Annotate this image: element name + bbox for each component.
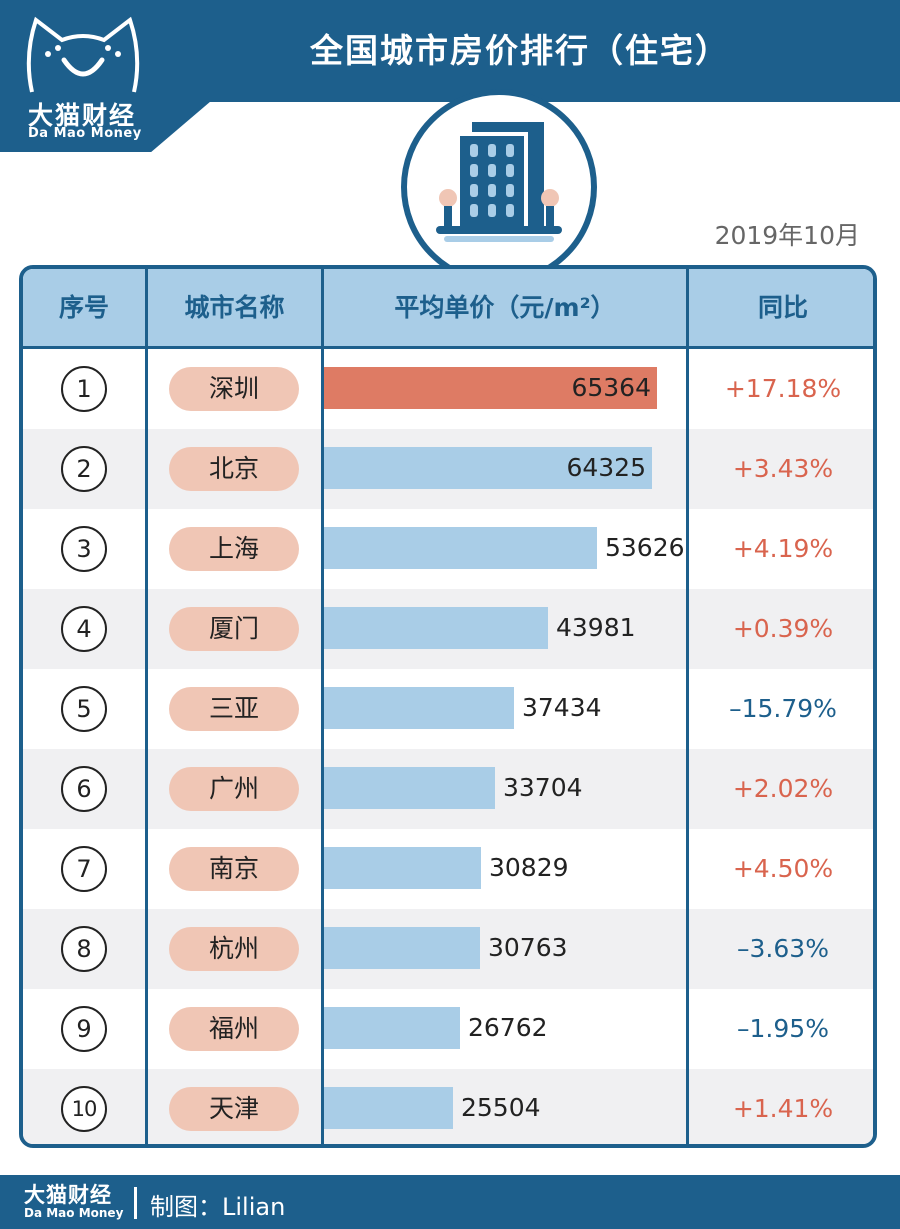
footer-divider	[134, 1187, 137, 1219]
yoy-change: +3.43%	[732, 454, 834, 483]
column-header-city: 城市名称	[184, 293, 285, 322]
rank-badge: 1	[61, 366, 107, 412]
price-bar	[323, 1087, 453, 1129]
yoy-change: +4.50%	[732, 854, 834, 883]
rank-badge: 10	[61, 1086, 107, 1132]
logo-name-cn: 大猫财经	[28, 101, 137, 130]
price-value-label: 43981	[556, 613, 636, 642]
city-label: 广州	[169, 767, 299, 811]
price-value-label: 30829	[489, 853, 569, 882]
price-value-label: 37434	[522, 693, 602, 722]
price-value-label: 26762	[468, 1013, 548, 1042]
price-bar	[323, 687, 514, 729]
price-value-label: 33704	[503, 773, 583, 802]
price-bar	[323, 527, 597, 569]
city-label: 上海	[169, 527, 299, 571]
table-row: 3 上海 53626 +4.19%	[23, 509, 873, 589]
price-value-label: 65364	[571, 373, 651, 402]
city-label: 厦门	[169, 607, 299, 651]
footer-brand-cn: 大猫财经	[24, 1183, 112, 1207]
footer-credit: 制图：Lilian	[150, 1193, 286, 1221]
yoy-change: +0.39%	[732, 614, 834, 643]
column-divider	[686, 269, 689, 1144]
city-label: 深圳	[169, 367, 299, 411]
rank-badge: 6	[61, 766, 107, 812]
rank-badge: 5	[61, 686, 107, 732]
city-label: 福州	[169, 1007, 299, 1051]
price-bar	[323, 1007, 460, 1049]
date-label: 2019年10月	[714, 221, 860, 250]
price-bar	[323, 447, 652, 489]
yoy-change: +1.41%	[732, 1094, 834, 1123]
table-header: 序号 城市名称 平均单价（元/m²） 同比	[23, 269, 873, 349]
price-value-label: 30763	[488, 933, 568, 962]
price-value-label: 25504	[461, 1093, 541, 1122]
logo: 大猫财经 Da Mao Money	[0, 0, 210, 152]
price-value-label: 64325	[566, 453, 646, 482]
price-bar	[323, 607, 548, 649]
ranking-table: 序号 城市名称 平均单价（元/m²） 同比 1 深圳 65364 +17.18% 2 北京…	[19, 265, 877, 1148]
yoy-change: +4.19%	[732, 534, 834, 563]
rank-badge: 2	[61, 446, 107, 492]
column-header-price: 平均单价（元/m²）	[394, 293, 616, 322]
footer-brand-en: Da Mao Money	[24, 1206, 124, 1220]
price-bar	[323, 847, 481, 889]
page-title: 全国城市房价排行（住宅）	[310, 31, 730, 70]
cat-face-icon	[26, 16, 140, 93]
table-row: 5 三亚 37434 –15.79%	[23, 669, 873, 749]
price-bar	[323, 367, 657, 409]
rank-badge: 4	[61, 606, 107, 652]
city-label: 北京	[169, 447, 299, 491]
city-label: 天津	[169, 1087, 299, 1131]
city-label: 南京	[169, 847, 299, 891]
logo-name-en: Da Mao Money	[28, 126, 142, 141]
table-row: 4 厦门 43981 +0.39%	[23, 589, 873, 669]
city-label: 三亚	[169, 687, 299, 731]
price-bar	[323, 927, 480, 969]
rank-badge: 8	[61, 926, 107, 972]
city-label: 杭州	[169, 927, 299, 971]
column-header-rank: 序号	[58, 293, 109, 322]
table-row: 9 福州 26762 –1.95%	[23, 989, 873, 1069]
column-divider	[145, 269, 148, 1144]
table-row: 8 杭州 30763 –3.63%	[23, 909, 873, 989]
column-header-yoy: 同比	[757, 293, 808, 322]
rank-badge: 3	[61, 526, 107, 572]
footer: 大猫财经 Da Mao Money 制图：Lilian	[0, 1175, 900, 1229]
building-icon	[401, 89, 597, 285]
yoy-change: +17.18%	[724, 374, 842, 403]
rank-badge: 7	[61, 846, 107, 892]
yoy-change: –3.63%	[737, 934, 829, 963]
table-row: 1 深圳 65364 +17.18%	[23, 349, 873, 429]
yoy-change: –1.95%	[737, 1014, 829, 1043]
price-bar	[323, 767, 495, 809]
table-row: 2 北京 64325 +3.43%	[23, 429, 873, 509]
rank-badge: 9	[61, 1006, 107, 1052]
yoy-change: +2.02%	[732, 774, 834, 803]
price-value-label: 53626	[605, 533, 685, 562]
table-row: 6 广州 33704 +2.02%	[23, 749, 873, 829]
column-divider	[321, 269, 324, 1144]
table-row: 7 南京 30829 +4.50%	[23, 829, 873, 909]
table-row: 10 天津 25504 +1.41%	[23, 1069, 873, 1144]
yoy-change: –15.79%	[729, 694, 837, 723]
